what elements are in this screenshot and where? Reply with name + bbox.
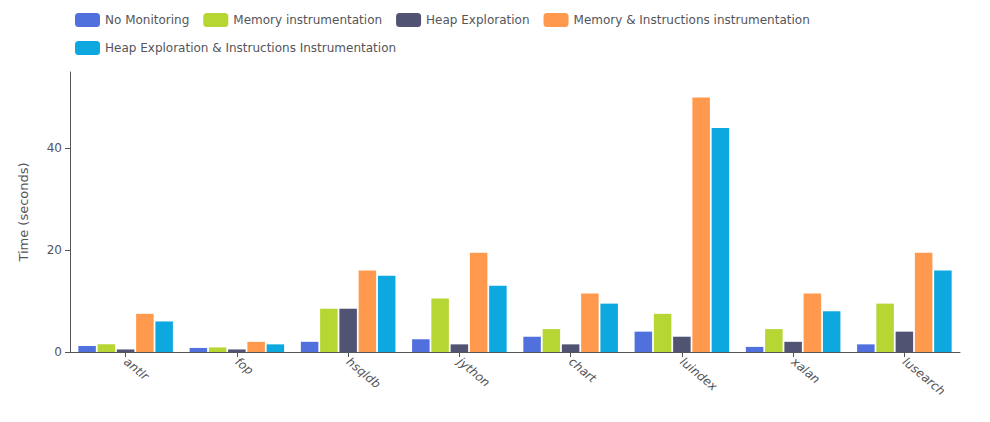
svg-text:chart: chart [566,355,600,387]
svg-text:jython: jython [453,353,492,389]
svg-text:Memory instrumentation: Memory instrumentation [233,13,382,27]
svg-text:Heap Exploration & Instruction: Heap Exploration & Instructions Instrume… [105,41,396,55]
svg-text:Heap Exploration: Heap Exploration [426,13,529,27]
svg-text:Memory & Instructions instrume: Memory & Instructions instrumentation [574,13,810,27]
svg-text:Time (seconds): Time (seconds) [16,162,31,262]
svg-text:fop: fop [232,355,256,378]
svg-text:hsqldb: hsqldb [344,355,384,392]
svg-text:lusearch: lusearch [900,355,948,399]
svg-text:20: 20 [47,243,62,257]
svg-text:No Monitoring: No Monitoring [105,13,189,27]
svg-text:antlr: antlr [121,355,152,384]
svg-text:0: 0 [54,345,62,359]
svg-text:luindex: luindex [677,355,720,395]
svg-text:40: 40 [47,141,62,155]
svg-text:xalan: xalan [788,354,823,386]
